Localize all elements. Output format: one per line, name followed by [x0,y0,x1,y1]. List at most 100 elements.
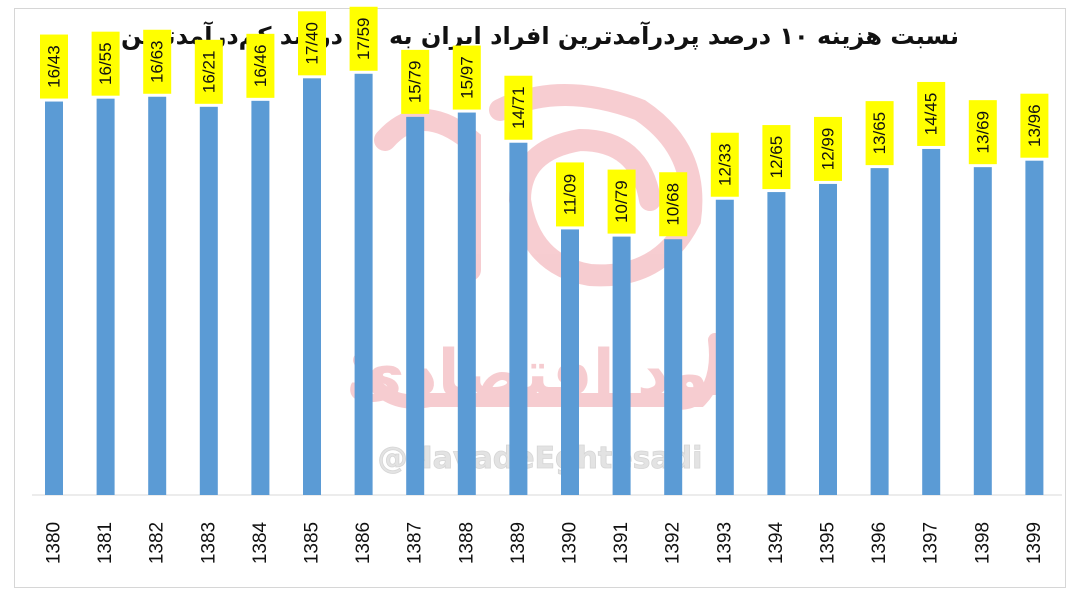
bar-1381 [96,98,115,495]
data-label-text: 10/79 [612,180,631,223]
x-tick-1395: 1395 [818,522,839,564]
data-label-1396: 13/65 [865,101,894,166]
bar-1386 [354,73,373,495]
bar-1399 [1025,160,1044,495]
bar-1395 [819,183,837,495]
data-label-bg [607,169,636,234]
x-tick-1391: 1391 [611,522,632,564]
data-label-bg [968,100,997,165]
x-tick-1398: 1398 [972,522,993,564]
data-label-bg [143,29,172,94]
data-label-1381: 16/55 [91,31,120,96]
watermark-logo-shape [374,84,703,287]
data-label-text: 11/09 [561,174,580,215]
bar-1387 [406,116,425,495]
bar-1383 [199,106,218,495]
data-label-1391: 10/79 [607,169,636,234]
data-label-text: 16/43 [45,45,64,88]
data-label-1397: 14/45 [917,81,946,146]
data-label-1384: 16/46 [246,33,275,98]
data-label-1392: 10/68 [659,172,688,237]
x-tick-1382: 1382 [147,522,168,564]
x-tick-1397: 1397 [921,522,942,564]
data-label-bg [91,31,120,96]
data-label-bg [401,49,430,114]
data-label-bg [246,33,275,98]
x-tick-1387: 1387 [405,522,426,564]
data-label-1390: 11/09 [556,162,584,227]
bar-1382 [148,96,167,496]
data-label-1382: 16/63 [143,29,172,94]
watermark-logo-shape [353,333,723,409]
data-label-text: 12/65 [767,136,786,179]
x-tick-1384: 1384 [250,521,271,564]
data-label-bg [814,116,842,181]
data-label-1394: 12/65 [762,125,791,190]
x-tick-1390: 1390 [560,522,581,564]
x-tick-1381: 1381 [95,522,116,564]
data-label-bg [1020,93,1049,158]
data-label-bg [762,125,791,190]
bar-1396 [870,168,889,496]
data-label-bg [659,172,688,237]
data-label-bg [556,162,584,227]
bar-1398 [973,167,992,495]
data-label-text: 17/40 [303,22,322,65]
x-tick-1385: 1385 [302,522,323,564]
data-label-bg [194,39,223,104]
data-label-bg [504,75,533,140]
data-label-1399: 13/96 [1020,93,1049,158]
data-label-bg [865,101,894,166]
data-label-1398: 13/69 [968,100,997,165]
bar-1384 [251,100,270,495]
data-label-text: 16/46 [251,45,270,88]
data-label-1395: 12/99 [814,116,842,181]
data-label-bg [452,45,481,110]
data-label-text: 12/99 [819,128,838,171]
data-label-text: 15/79 [406,61,425,104]
data-label-text: 16/55 [96,42,115,85]
data-label-1393: 12/33 [710,132,739,197]
data-label-1380: 16/43 [40,34,68,99]
data-label-bg [349,6,378,71]
data-label-text: 12/33 [715,143,734,186]
data-label-1389: 14/71 [504,75,533,140]
data-label-1385: 17/40 [298,11,326,76]
bar-1394 [767,192,786,495]
x-tick-1388: 1388 [456,522,477,564]
data-label-1387: 15/79 [401,49,430,114]
bar-1392 [664,239,683,495]
data-label-text: 14/45 [922,93,941,136]
bar-1390 [561,229,579,495]
bar-1397 [922,148,941,496]
bar-1393 [715,199,734,495]
x-tick-1399: 1399 [1024,522,1045,564]
data-label-1386: 17/59 [349,6,378,71]
watermark-handle: @NavadeEghtesadi [378,441,703,476]
x-tick-1383: 1383 [198,522,219,564]
data-label-1383: 16/21 [194,39,223,104]
x-tick-1396: 1396 [869,522,890,564]
bar-1388 [457,112,476,496]
data-label-bg [917,81,946,146]
x-tick-1392: 1392 [663,522,684,564]
data-label-text: 13/65 [870,112,889,155]
data-label-1388: 15/97 [452,45,481,110]
bar-1380 [45,101,63,495]
data-label-text: 15/97 [457,56,476,99]
bar-1389 [509,142,528,496]
bar-1385 [303,78,321,495]
x-tick-1380: 1380 [44,522,65,564]
data-label-text: 13/96 [1025,104,1044,147]
data-label-text: 13/69 [973,111,992,154]
x-tick-1393: 1393 [714,522,735,564]
data-label-bg [710,132,739,197]
data-label-text: 14/71 [509,86,528,129]
data-label-bg [40,34,68,99]
data-label-text: 16/21 [199,51,218,94]
bar-1391 [612,236,631,495]
x-tick-1394: 1394 [766,521,787,564]
x-tick-1389: 1389 [508,522,529,564]
x-tick-1386: 1386 [353,522,374,564]
